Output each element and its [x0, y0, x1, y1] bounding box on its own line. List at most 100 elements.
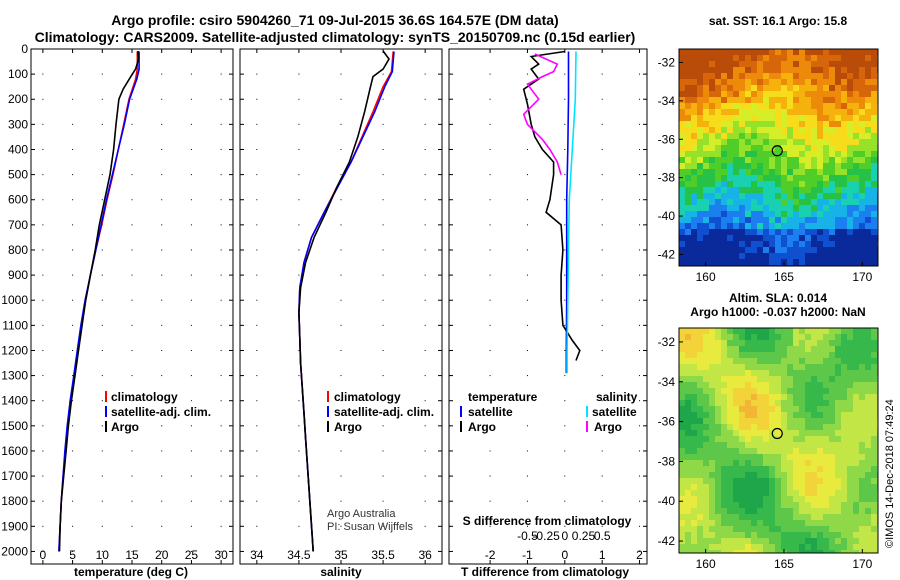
sst-cell	[811, 121, 817, 127]
sst-cell	[805, 241, 811, 247]
t-difference-tick-label: -1	[522, 548, 533, 562]
sst-cell	[757, 85, 763, 91]
sst-cell	[787, 241, 793, 247]
sla-cell	[709, 472, 715, 478]
sst-cell	[787, 181, 793, 187]
sla-cell	[763, 418, 769, 424]
grid-dot	[424, 550, 426, 552]
sst-cell	[703, 139, 709, 145]
sst-cell	[697, 127, 703, 133]
sla-map-title-line1: Altim. SLA: 0.014	[729, 291, 827, 305]
sst-cell	[751, 169, 757, 175]
sst-cell	[733, 73, 739, 79]
sst-cell	[781, 139, 787, 145]
sla-cell	[679, 466, 685, 472]
sla-cell	[835, 538, 841, 544]
sst-cell	[715, 91, 721, 97]
sst-cell	[781, 127, 787, 133]
grid-dot	[564, 500, 566, 502]
grid-dot	[190, 199, 192, 201]
sla-cell	[781, 328, 787, 334]
sst-cell	[853, 61, 859, 67]
sla-cell	[865, 502, 871, 508]
sla-cell	[685, 358, 691, 364]
grid-dot	[564, 375, 566, 377]
sst-cell	[703, 145, 709, 151]
sst-cell	[775, 229, 781, 235]
sst-cell	[739, 103, 745, 109]
sst-cell	[739, 61, 745, 67]
sst-cell	[745, 211, 751, 217]
sst-cell	[811, 151, 817, 157]
sst-cell	[817, 55, 823, 61]
sst-cell	[799, 241, 805, 247]
sla-cell	[841, 484, 847, 490]
sla-cell	[805, 442, 811, 448]
grid-dot	[298, 500, 300, 502]
sst-cell	[715, 73, 721, 79]
sla-cell	[697, 448, 703, 454]
sla-cell	[865, 370, 871, 376]
sla-cell	[847, 520, 853, 526]
sla-cell	[871, 532, 877, 538]
sst-cell	[847, 259, 853, 265]
sla-cell	[817, 412, 823, 418]
sla-cell	[835, 460, 841, 466]
grid-dot	[190, 400, 192, 402]
sla-cell	[823, 430, 829, 436]
sst-cell	[721, 115, 727, 121]
sst-cell	[745, 199, 751, 205]
sst-cell	[703, 217, 709, 223]
sla-cell	[787, 328, 793, 334]
sst-cell	[781, 163, 787, 169]
sst-cell	[787, 217, 793, 223]
sst-cell	[823, 55, 829, 61]
grid-dot	[489, 148, 491, 150]
sla-cell	[871, 520, 877, 526]
sst-cell	[841, 235, 847, 241]
sla-cell	[697, 514, 703, 520]
sla-cell	[859, 340, 865, 346]
sla-cell	[763, 484, 769, 490]
sst-cell	[775, 157, 781, 163]
sla-cell	[751, 460, 757, 466]
sla-cell	[835, 502, 841, 508]
sla-cell	[763, 466, 769, 472]
sla-cell	[871, 550, 877, 553]
grid-dot	[190, 525, 192, 527]
grid-dot	[101, 525, 103, 527]
sst-cell	[829, 157, 835, 163]
sla-cell	[709, 364, 715, 370]
sst-cell	[691, 139, 697, 145]
sla-cell	[685, 340, 691, 346]
s-difference-label: S difference from climatology	[463, 514, 632, 528]
sst-cell	[769, 67, 775, 73]
sst-cell	[715, 223, 721, 229]
sla-cell	[799, 550, 805, 553]
sla-cell	[865, 334, 871, 340]
sla-cell	[715, 346, 721, 352]
sla-cell	[847, 370, 853, 376]
sst-cell	[691, 217, 697, 223]
sst-cell	[721, 223, 727, 229]
sst-cell	[805, 205, 811, 211]
grid-dot	[340, 375, 342, 377]
sst-cell	[685, 223, 691, 229]
sst-cell	[679, 229, 685, 235]
sst-cell	[685, 199, 691, 205]
sst-cell	[751, 85, 757, 91]
sst-cell	[697, 235, 703, 241]
sst-cell	[733, 223, 739, 229]
legend-label-s-satellite: satellite	[592, 405, 637, 419]
sla-cell	[703, 370, 709, 376]
sst-cell	[769, 253, 775, 259]
sla-cell	[799, 508, 805, 514]
sst-cell	[817, 115, 823, 121]
sst-cell	[793, 121, 799, 127]
grid-dot	[101, 324, 103, 326]
grid-dot	[190, 299, 192, 301]
sla-cell	[871, 496, 877, 502]
sla-cell	[763, 364, 769, 370]
sla-cell	[781, 334, 787, 340]
sla-cell	[739, 484, 745, 490]
